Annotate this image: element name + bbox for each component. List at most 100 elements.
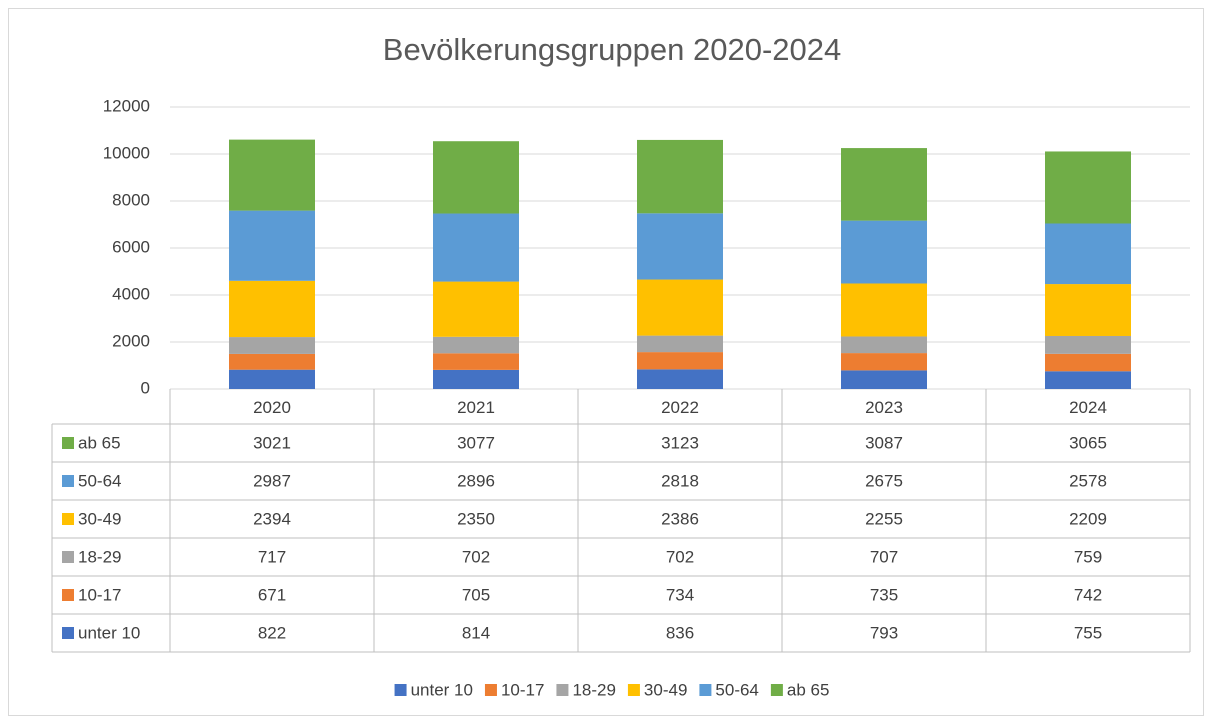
legend-label: 30-49 [644, 680, 687, 699]
legend-key [394, 684, 407, 696]
bar-segment [1045, 335, 1131, 354]
table-value: 3123 [661, 433, 699, 452]
table-value: 702 [462, 547, 490, 566]
bar-segment [229, 210, 315, 281]
table-value: 735 [870, 585, 898, 604]
legend-key [62, 513, 74, 525]
legend-key [627, 684, 640, 696]
legend-key [62, 437, 74, 449]
table-value: 3021 [253, 433, 291, 452]
bar-segment [1045, 353, 1131, 372]
table-value: 705 [462, 585, 490, 604]
table-value: 2818 [661, 471, 699, 490]
table-value: 3077 [457, 433, 495, 452]
y-tick-label: 12000 [103, 96, 150, 115]
table-value: 814 [462, 623, 490, 642]
bar-segment [229, 139, 315, 211]
y-tick-label: 6000 [112, 237, 150, 256]
bar-segment [841, 353, 927, 371]
table-value: 793 [870, 623, 898, 642]
legend-key [62, 475, 74, 487]
table-value: 2987 [253, 471, 291, 490]
legend-label: 10-17 [501, 680, 544, 699]
table-value: 742 [1074, 585, 1102, 604]
bar-segment [229, 369, 315, 389]
y-tick-label: 8000 [112, 190, 150, 209]
table-value: 2255 [865, 509, 903, 528]
y-tick-label: 2000 [112, 331, 150, 350]
bar-segment [637, 139, 723, 214]
table-value: 717 [258, 547, 286, 566]
bar-segment [433, 336, 519, 354]
bar-segment [1045, 151, 1131, 224]
legend-item: ab 65 [770, 680, 830, 699]
table-value: 2896 [457, 471, 495, 490]
bar-segment [1045, 223, 1131, 285]
bar-segment [841, 370, 927, 389]
bar-segment [433, 353, 519, 370]
bar-segment [841, 148, 927, 221]
table-value: 707 [870, 547, 898, 566]
table-value: 755 [1074, 623, 1102, 642]
legend-item: 30-49 [627, 680, 687, 699]
bar-segment [433, 141, 519, 214]
bar-segment [433, 281, 519, 337]
table-value: 2209 [1069, 509, 1107, 528]
bar-segment [637, 213, 723, 280]
bar-segment [637, 279, 723, 336]
table-value: 3087 [865, 433, 903, 452]
table-value: 2386 [661, 509, 699, 528]
bar-segment [229, 280, 315, 338]
bar-segment [637, 352, 723, 370]
table-value: 2578 [1069, 471, 1107, 490]
row-label: 18-29 [78, 547, 121, 566]
legend-label: ab 65 [787, 680, 830, 699]
legend-key [699, 684, 712, 696]
y-tick-label: 10000 [103, 143, 150, 162]
table-value: 2394 [253, 509, 291, 528]
legend-key [770, 684, 783, 696]
y-tick-label: 0 [141, 378, 150, 397]
legend-label: 18-29 [572, 680, 615, 699]
legend-item: 10-17 [484, 680, 544, 699]
x-tick-label: 2021 [457, 398, 495, 417]
legend-key [556, 684, 569, 696]
table-value: 3065 [1069, 433, 1107, 452]
legend-label: 50-64 [715, 680, 758, 699]
bar-segment [1045, 371, 1131, 389]
x-tick-label: 2023 [865, 398, 903, 417]
legend-item: 18-29 [556, 680, 616, 699]
legend-key [62, 551, 74, 563]
table-value: 822 [258, 623, 286, 642]
table-value: 2350 [457, 509, 495, 528]
bar-segment [841, 283, 927, 337]
x-tick-label: 2022 [661, 398, 699, 417]
row-label: 50-64 [78, 471, 121, 490]
legend-item: unter 10 [394, 680, 473, 699]
table-value: 734 [666, 585, 694, 604]
x-tick-label: 2020 [253, 398, 291, 417]
legend-key [62, 589, 74, 601]
bar-segment [229, 353, 315, 370]
table-value: 702 [666, 547, 694, 566]
bar-segment [841, 336, 927, 354]
row-label: ab 65 [78, 433, 121, 452]
bar-segment [229, 337, 315, 354]
legend-key [62, 627, 74, 639]
chart-border [8, 8, 1204, 716]
row-label: 30-49 [78, 509, 121, 528]
table-value: 2675 [865, 471, 903, 490]
table-value: 836 [666, 623, 694, 642]
bar-segment [433, 213, 519, 282]
chart-title: Bevölkerungsgruppen 2020-2024 [383, 32, 841, 67]
y-tick-label: 4000 [112, 284, 150, 303]
x-tick-label: 2024 [1069, 398, 1107, 417]
table-value: 759 [1074, 547, 1102, 566]
bar-segment [637, 335, 723, 353]
bar-segment [637, 369, 723, 389]
bar-segment [1045, 284, 1131, 336]
bar-segment [841, 220, 927, 284]
row-label: unter 10 [78, 623, 140, 642]
legend-key [484, 684, 497, 696]
